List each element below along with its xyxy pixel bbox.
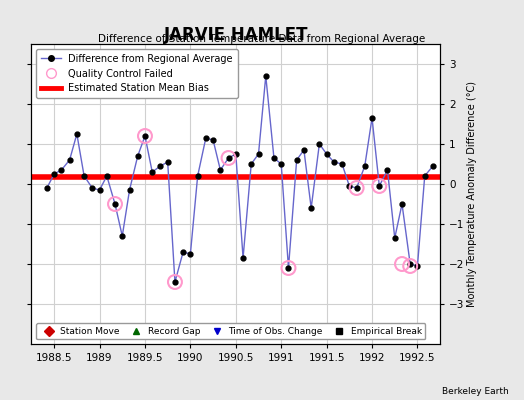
Point xyxy=(141,133,149,139)
Point xyxy=(375,183,384,189)
Title: JARVIE HAMLET: JARVIE HAMLET xyxy=(163,26,308,44)
Point xyxy=(224,155,233,161)
Point xyxy=(398,261,406,267)
Y-axis label: Monthly Temperature Anomaly Difference (°C): Monthly Temperature Anomaly Difference (… xyxy=(467,81,477,307)
Legend: Station Move, Record Gap, Time of Obs. Change, Empirical Break: Station Move, Record Gap, Time of Obs. C… xyxy=(36,323,425,340)
Text: Difference of Station Temperature Data from Regional Average: Difference of Station Temperature Data f… xyxy=(99,34,425,44)
Point xyxy=(406,263,414,269)
Text: Berkeley Earth: Berkeley Earth xyxy=(442,387,508,396)
Point xyxy=(171,279,179,285)
Point xyxy=(111,201,119,207)
Point xyxy=(353,185,361,191)
Point xyxy=(285,265,293,271)
